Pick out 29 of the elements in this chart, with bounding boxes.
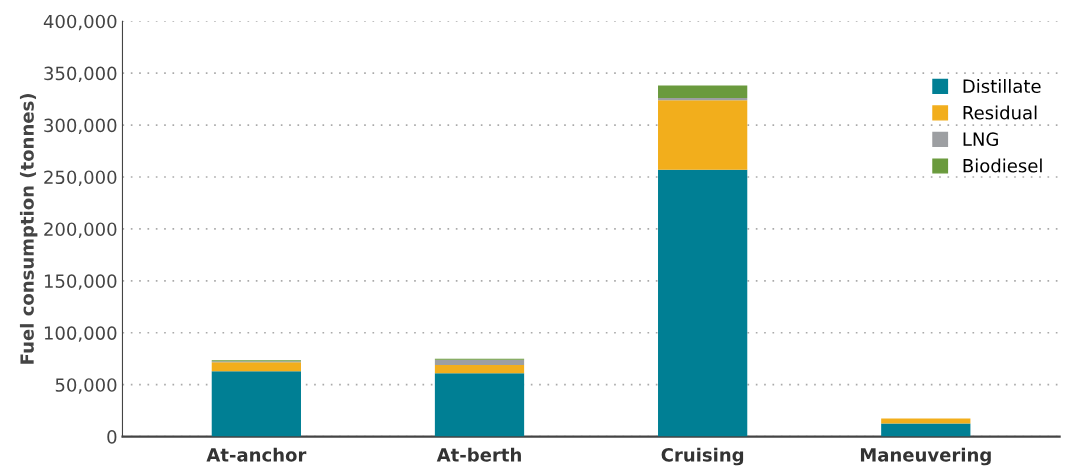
y-tick-label: 250,000 [44,170,117,186]
bar [434,359,525,365]
y-tick-label: 50,000 [55,378,117,394]
y-tick-label: 150,000 [44,274,117,290]
bar [434,364,525,374]
x-tick-label: Cruising [661,447,744,466]
y-tick-label: 400,000 [43,14,117,31]
y-tick-label: 200,000 [44,222,117,238]
y-axis-title: Fuel consumption (tonnes) [19,94,38,364]
x-tick-label: At-berth [436,447,521,462]
x-tick-label: At-anchor [206,447,307,462]
bar [658,98,748,101]
bar [658,169,748,437]
legend-label: Distillate [963,79,1041,93]
bar [434,373,525,437]
bar [658,100,748,170]
y-tick-label: 300,000 [44,118,117,135]
bar [658,85,748,99]
bar [881,423,971,437]
bar [881,418,971,424]
bar [211,362,301,372]
legend-label: LNG [963,132,998,147]
legend-label: Residual [963,105,1037,120]
y-tick-label: 100,000 [44,326,117,342]
x-tick-label: Maneuvering [860,447,991,466]
legend-label: Biodiesel [963,158,1042,173]
y-tick-label: 350,000 [44,66,117,83]
bar [211,371,301,437]
y-tick-label: 0 [107,430,117,444]
